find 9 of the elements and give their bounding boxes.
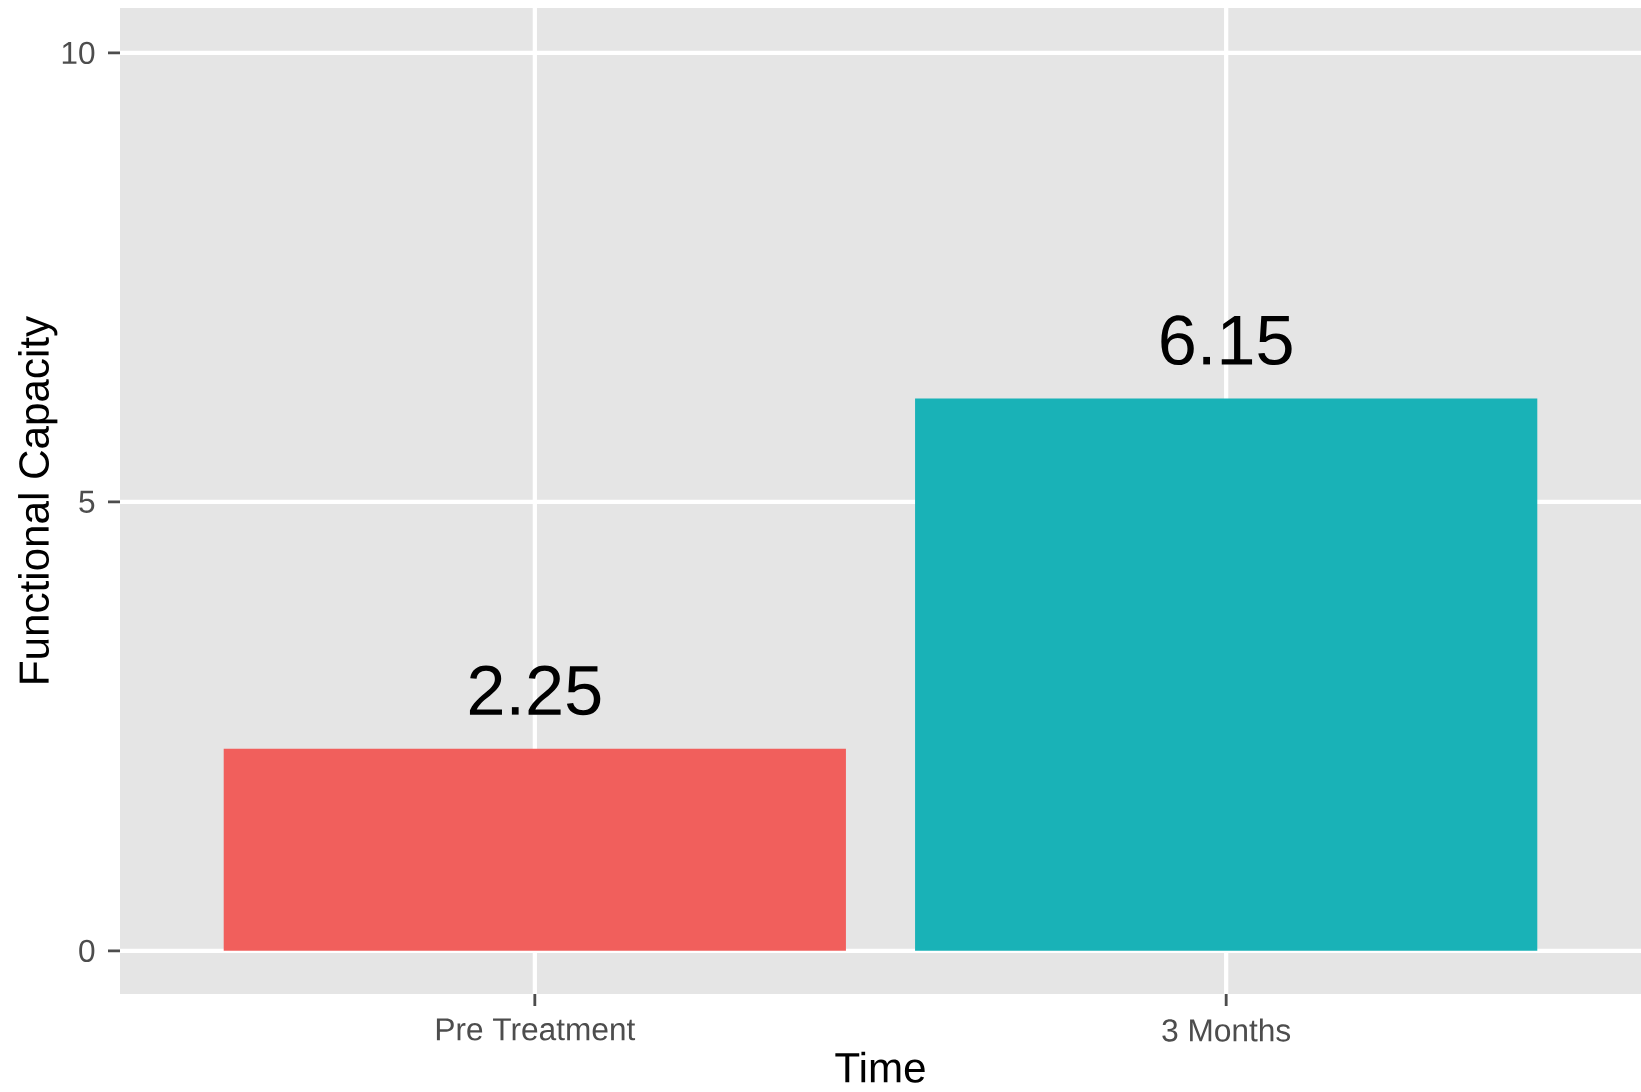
- y-tick-label: 10: [62, 41, 95, 65]
- x-tick-label: Pre Treatment: [436, 1018, 636, 1041]
- y-tick-label: 0: [79, 939, 95, 963]
- x-tick-label: 3 Months: [1162, 1018, 1291, 1042]
- data-label: 2.25: [469, 665, 601, 716]
- x-axis-title: Time: [835, 1051, 925, 1083]
- y-axis-title: Functional Capacity: [18, 315, 58, 683]
- data-label: 6.15: [1161, 315, 1292, 366]
- y-tick-label: 5: [79, 490, 95, 513]
